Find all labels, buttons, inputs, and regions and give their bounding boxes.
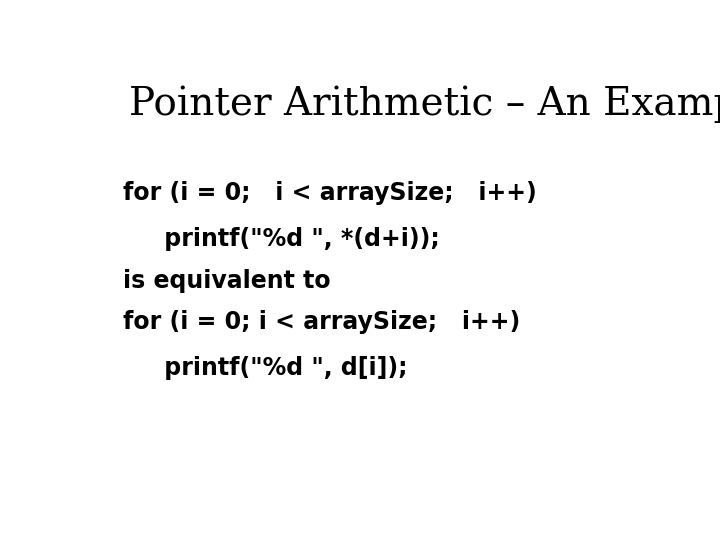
Text: for (i = 0; i < arraySize;   i++): for (i = 0; i < arraySize; i++) bbox=[124, 310, 521, 334]
Text: Pointer Arithmetic – An Example: Pointer Arithmetic – An Example bbox=[129, 85, 720, 123]
Text: printf("%d ", *(d+i));: printf("%d ", *(d+i)); bbox=[124, 227, 440, 251]
Text: for (i = 0;   i < arraySize;   i++): for (i = 0; i < arraySize; i++) bbox=[124, 181, 537, 205]
Text: is equivalent to: is equivalent to bbox=[124, 268, 331, 293]
Text: printf("%d ", d[i]);: printf("%d ", d[i]); bbox=[124, 356, 408, 380]
